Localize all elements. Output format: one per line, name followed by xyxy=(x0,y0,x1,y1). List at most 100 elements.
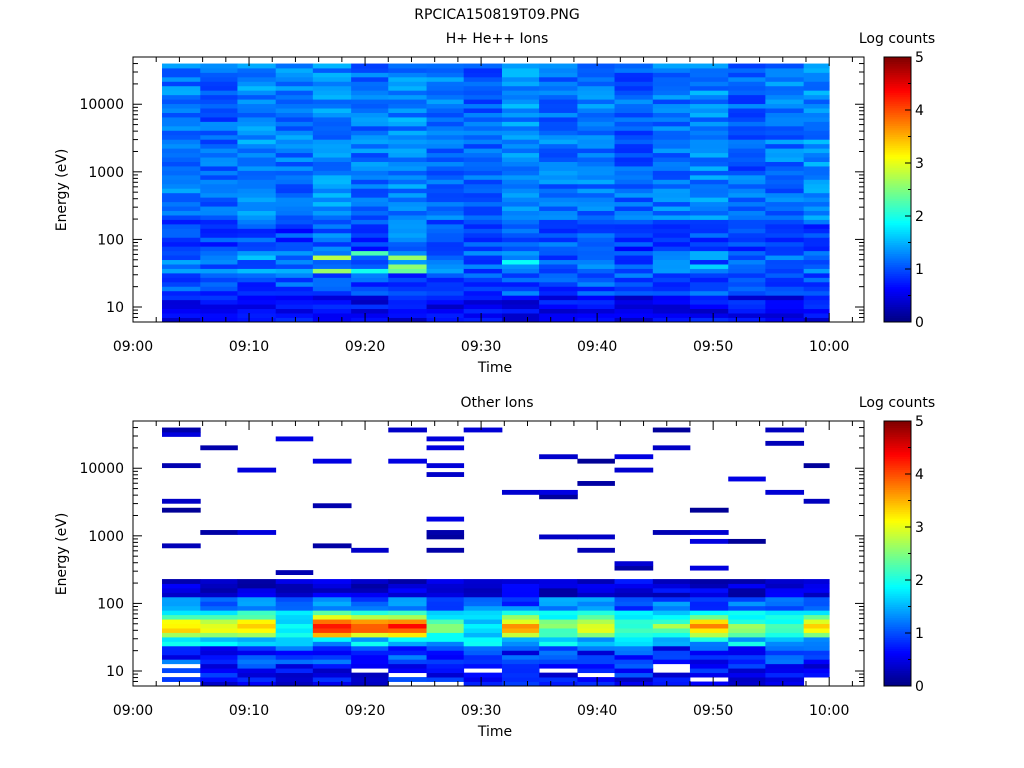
colorbar-swatch xyxy=(884,672,911,676)
colorbar-swatch xyxy=(884,434,911,437)
colorbar-swatch xyxy=(884,542,911,546)
heatmap-cell xyxy=(426,659,465,665)
heatmap-cell xyxy=(237,286,277,292)
heatmap-cell xyxy=(426,148,465,154)
heatmap-cell xyxy=(652,290,691,296)
heatmap-cell xyxy=(652,90,691,96)
colorbar-swatch xyxy=(884,176,911,179)
heatmap-cell xyxy=(652,632,691,638)
colorbar-swatch xyxy=(884,513,911,517)
heatmap-cell xyxy=(765,645,805,651)
heatmap-cell xyxy=(614,454,654,460)
heatmap-cell xyxy=(200,148,238,154)
colorbar-swatch xyxy=(884,469,911,473)
heatmap-cell xyxy=(463,281,503,287)
heatmap-cell xyxy=(351,130,389,136)
heatmap-cell xyxy=(803,85,830,91)
heatmap-cell xyxy=(652,241,691,247)
heatmap-cell xyxy=(388,623,427,629)
heatmap-cell xyxy=(539,63,578,69)
heatmap-cell xyxy=(501,152,540,158)
heatmap-cell xyxy=(614,579,654,584)
heatmap-cell xyxy=(577,63,615,69)
colorbar-swatch xyxy=(884,204,911,208)
heatmap-cell xyxy=(388,237,427,243)
heatmap-cell xyxy=(501,290,540,296)
heatmap-cell xyxy=(803,601,830,607)
heatmap-cell xyxy=(614,668,654,674)
heatmap-cell xyxy=(162,219,201,225)
heatmap-cell xyxy=(426,628,465,633)
heatmap-cell xyxy=(652,583,691,589)
heatmap-cell xyxy=(689,139,729,145)
heatmap-cell xyxy=(539,117,578,122)
colorbar-swatch xyxy=(884,456,911,460)
heatmap-cell xyxy=(237,654,277,660)
heatmap-cell xyxy=(388,121,427,127)
colorbar-swatch xyxy=(884,633,911,636)
heatmap-cell xyxy=(501,228,540,234)
heatmap-cell xyxy=(577,85,615,91)
heatmap-cell xyxy=(426,103,465,109)
heatmap-cell xyxy=(689,157,729,162)
heatmap-cell xyxy=(614,210,654,216)
heatmap-cell xyxy=(426,623,465,629)
heatmap-cell xyxy=(388,277,427,283)
colorbar-swatch xyxy=(884,546,911,550)
heatmap-cell xyxy=(689,614,729,620)
colorbar-swatch xyxy=(884,568,911,572)
heatmap-cell xyxy=(200,112,238,118)
colorbar-tick-label: 0 xyxy=(915,315,924,331)
heatmap-cell xyxy=(577,228,615,234)
colorbar-swatch xyxy=(884,584,911,588)
heatmap-cell xyxy=(388,139,427,145)
heatmap-cell xyxy=(388,313,427,318)
heatmap-cell xyxy=(312,543,352,549)
colorbar-swatch xyxy=(884,509,911,513)
heatmap-cell xyxy=(501,210,540,216)
heatmap-cell xyxy=(728,681,766,687)
heatmap-cell xyxy=(388,255,427,261)
heatmap-cell xyxy=(200,268,238,274)
heatmap-cell xyxy=(351,85,389,91)
heatmap-cell xyxy=(162,197,201,203)
heatmap-cell xyxy=(237,304,277,310)
colorbar-swatch xyxy=(884,644,911,647)
heatmap-cell xyxy=(275,192,314,198)
heatmap-cell xyxy=(312,85,352,91)
heatmap-cell xyxy=(463,636,503,642)
heatmap-cell xyxy=(577,636,615,642)
heatmap-cell xyxy=(577,250,615,256)
heatmap-cell xyxy=(463,166,503,171)
colorbar-swatch xyxy=(884,588,911,592)
heatmap-cell xyxy=(765,489,805,495)
heatmap-cell xyxy=(426,215,465,220)
heatmap-cell xyxy=(351,201,389,207)
heatmap-cell xyxy=(200,210,238,216)
panel1-xlabel: Time xyxy=(477,360,512,376)
heatmap-cell xyxy=(237,125,277,131)
heatmap-cell xyxy=(689,507,729,513)
colorbar-swatch xyxy=(884,533,911,537)
heatmap-cell xyxy=(275,290,314,296)
heatmap-cell xyxy=(577,99,615,105)
colorbar-swatch xyxy=(884,202,911,206)
heatmap-cell xyxy=(388,241,427,247)
colorbar-swatch xyxy=(884,295,911,299)
heatmap-cell xyxy=(803,596,830,602)
heatmap-cell xyxy=(689,246,729,252)
heatmap-cell xyxy=(275,228,314,234)
colorbar-swatch xyxy=(884,655,911,658)
heatmap-cell xyxy=(501,259,540,265)
heatmap-cell xyxy=(351,579,389,584)
heatmap-cell xyxy=(689,94,729,100)
heatmap-cell xyxy=(463,197,503,203)
heatmap-cell xyxy=(689,605,729,611)
heatmap-cell xyxy=(312,148,352,154)
heatmap-cell xyxy=(765,72,805,78)
x-tick-label: 09:30 xyxy=(461,703,501,719)
heatmap-cell xyxy=(275,299,314,305)
heatmap-cell xyxy=(652,170,691,176)
colorbar-tick-label: 1 xyxy=(915,626,924,642)
heatmap-cell xyxy=(200,228,238,234)
